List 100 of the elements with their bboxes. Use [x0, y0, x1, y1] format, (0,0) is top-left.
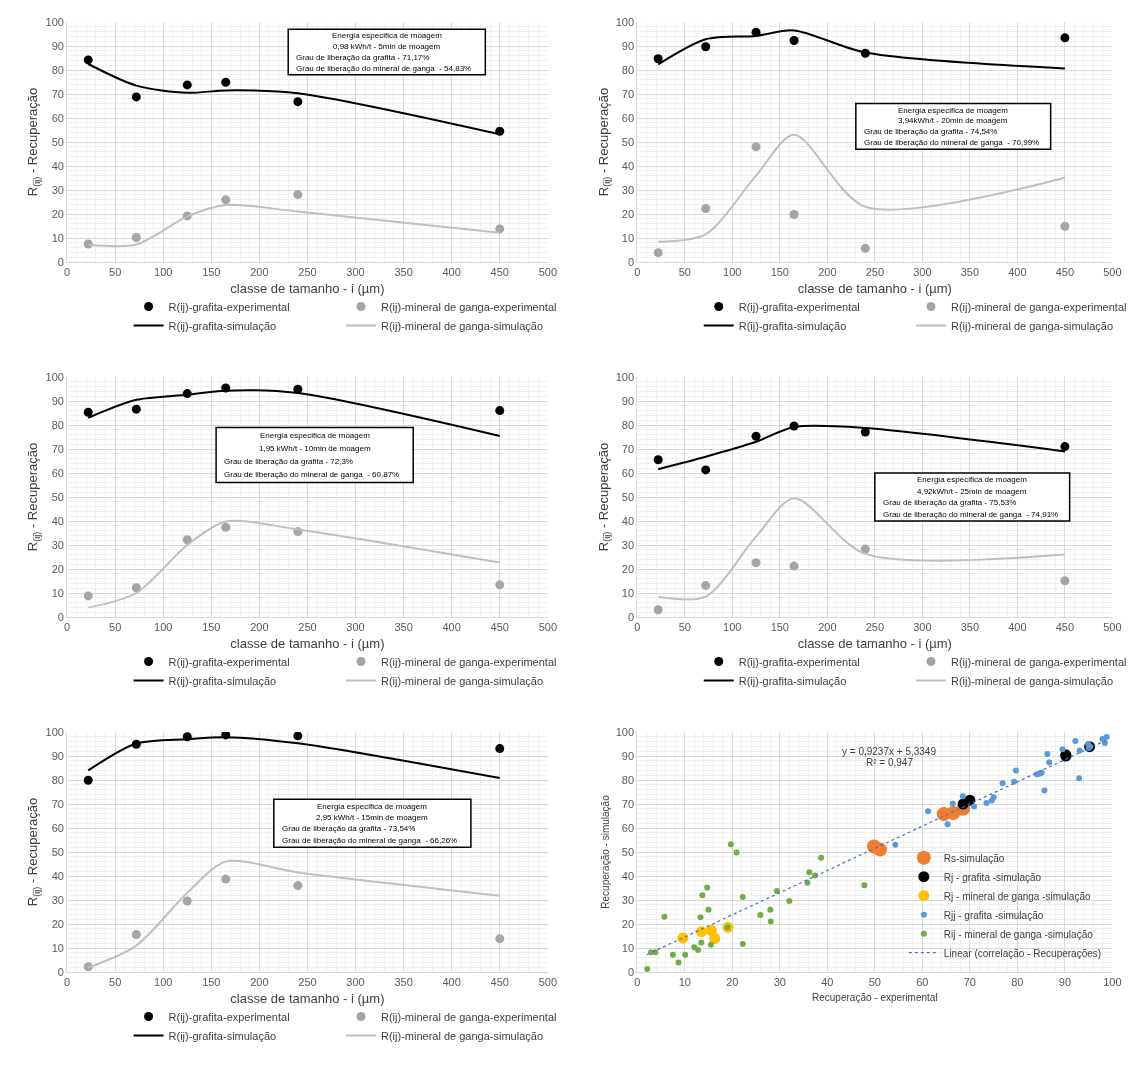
y-tick-label: 70: [621, 442, 635, 455]
legend-label: R(ij)-grafita-simulação: [168, 319, 277, 332]
x-tick-label: 100: [723, 621, 742, 634]
legend-label: Rj - grafita -simulação: [943, 871, 1042, 883]
x-tick-label: 100: [154, 266, 173, 279]
x-tick-label: 250: [298, 621, 317, 634]
annotation: 1,95 kWh/t - 10min de moagem: [259, 444, 371, 453]
legend-label: R(ij)-mineral de ganga-experimental: [951, 300, 1127, 313]
x-axis-title: classe de tamanho - i (µm): [230, 635, 385, 651]
annotation: R² = 0,947: [866, 757, 914, 768]
x-tick-label: 100: [723, 266, 742, 279]
y-tick-label: 80: [51, 418, 64, 431]
x-tick-label: 100: [154, 976, 173, 989]
y-tick-label: 50: [51, 490, 64, 503]
y-tick-label: 10: [51, 941, 64, 954]
annotation: Energia especifica de moagem: [332, 31, 443, 40]
x-tick-label: 150: [202, 266, 221, 279]
y-tick-label: 30: [621, 893, 635, 906]
legend-label: R(ij)-grafita-simulação: [168, 674, 277, 687]
y-tick-label: 30: [51, 183, 64, 196]
x-tick-label: 80: [1011, 976, 1024, 989]
y-tick-label: 60: [51, 466, 64, 479]
x-tick-label: 10: [678, 976, 691, 989]
x-tick-label: 250: [865, 621, 885, 634]
y-tick-label: 60: [621, 111, 635, 124]
x-tick-label: 400: [1008, 266, 1027, 279]
x-tick-label: 150: [202, 621, 221, 634]
x-tick-label: 150: [770, 266, 789, 279]
y-tick-label: 30: [51, 893, 64, 906]
x-tick-label: 500: [1103, 266, 1122, 279]
annotation: Grau de liberação da grafita - 75,53%: [883, 498, 1017, 507]
y-tick-label: 10: [621, 231, 635, 244]
x-tick-label: 90: [1058, 976, 1072, 989]
x-tick-label: 500: [538, 621, 557, 634]
y-tick-label: 20: [51, 917, 64, 930]
y-tick-label: 100: [615, 725, 635, 738]
x-tick-label: 200: [818, 621, 837, 634]
x-tick-label: 100: [154, 621, 173, 634]
x-tick-label: 50: [678, 621, 691, 634]
y-tick-label: 20: [621, 207, 635, 220]
legend-label: Rij - mineral de ganga -simulação: [943, 928, 1094, 940]
x-tick-label: 350: [960, 621, 980, 634]
y-tick-label: 50: [621, 845, 635, 858]
x-tick-label: 400: [442, 621, 461, 634]
legend-label: R(ij)-mineral de ganga-simulação: [380, 319, 544, 332]
x-tick-label: 250: [298, 976, 317, 989]
legend-label: R(ij)-mineral de ganga-simulação: [380, 1029, 544, 1042]
legend-label: Rs-simulação: [943, 852, 1005, 864]
y-tick-label: 10: [621, 941, 635, 954]
legend-label: R(ij)-grafita-experimental: [168, 1010, 290, 1023]
annotation: Grau de liberação da grafita - 71,17%: [296, 53, 430, 62]
y-tick-label: 30: [51, 538, 64, 551]
legend-label: R(ij)-mineral de ganga-simulação: [380, 674, 544, 687]
annotation: 2,95 kWh/t - 15min de moagem: [316, 813, 428, 822]
x-tick-label: 400: [442, 976, 461, 989]
x-tick-label: 300: [346, 621, 365, 634]
x-tick-label: 450: [490, 266, 509, 279]
y-tick-label: 80: [621, 773, 635, 786]
x-tick-label: 50: [109, 976, 122, 989]
y-tick-label: 70: [621, 797, 635, 810]
y-tick-label: 10: [51, 586, 64, 599]
x-tick-label: 40: [821, 976, 834, 989]
x-tick-label: 300: [346, 976, 365, 989]
x-tick-label: 150: [202, 976, 221, 989]
x-tick-label: 50: [109, 266, 122, 279]
annotation: Energia especifica de moagem: [898, 106, 1009, 115]
annotation: 4,92kWh/t - 25min de moagem: [917, 487, 1027, 496]
y-tick-label: 90: [51, 39, 64, 52]
x-axis-title: classe de tamanho - i (µm): [797, 635, 952, 651]
legend-label: Rjj - grafita -simulação: [943, 909, 1044, 921]
y-tick-label: 0: [57, 610, 64, 623]
y-tick-label: 60: [51, 821, 64, 834]
legend-label: Rj - mineral de ganga -simulação: [943, 890, 1091, 902]
y-tick-label: 10: [621, 586, 635, 599]
legend-label: R(ij)-grafita-experimental: [168, 300, 290, 313]
x-tick-label: 450: [1055, 621, 1075, 634]
x-tick-label: 500: [538, 976, 557, 989]
x-tick-label: 50: [678, 266, 691, 279]
x-tick-label: 450: [1055, 266, 1075, 279]
x-tick-label: 100: [1103, 976, 1122, 989]
legend-label: R(ij)-mineral de ganga-experimental: [380, 1010, 557, 1023]
annotation: 0,98 kWh/t - 5min de moagem: [333, 42, 441, 51]
legend-label: R(ij)-mineral de ganga-experimental: [951, 655, 1127, 668]
y-tick-label: 80: [621, 418, 635, 431]
y-tick-label: 60: [621, 821, 635, 834]
x-tick-label: 350: [394, 621, 413, 634]
x-axis-title: classe de tamanho - i (µm): [230, 990, 385, 1006]
legend-label: R(ij)-grafita-simulação: [738, 674, 847, 687]
annotation: Grau de liberação da grafita - 73,54%: [282, 824, 416, 833]
y-tick-label: 0: [57, 255, 64, 268]
annotation: Grau de liberação da grafita - 74,54%: [864, 127, 998, 136]
x-tick-label: 200: [250, 976, 269, 989]
annotation: Energia especifica de moagem: [317, 802, 428, 811]
y-tick-label: 70: [621, 87, 635, 100]
y-tick-label: 40: [51, 869, 64, 882]
annotation: 3,94kWh/t - 20min de moagem: [898, 116, 1008, 125]
y-tick-label: 90: [51, 394, 64, 407]
x-tick-label: 70: [963, 976, 976, 989]
x-tick-label: 450: [490, 976, 509, 989]
x-tick-label: 500: [538, 266, 557, 279]
